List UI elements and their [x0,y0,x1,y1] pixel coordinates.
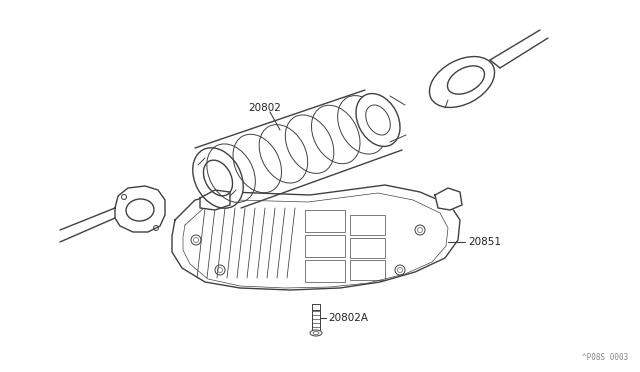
Polygon shape [200,190,230,210]
Polygon shape [172,185,460,290]
Text: 20802: 20802 [248,103,281,113]
Polygon shape [435,188,462,210]
Bar [305,235,345,257]
Ellipse shape [429,57,495,108]
Bar [350,238,385,258]
Bar [305,260,345,282]
Ellipse shape [193,148,243,208]
Bar [305,210,345,232]
Text: ^P08S 0003: ^P08S 0003 [582,353,628,362]
Bar [350,215,385,235]
Text: 20851: 20851 [468,237,501,247]
Ellipse shape [356,93,400,147]
Bar [350,260,385,280]
Text: 20802A: 20802A [328,313,368,323]
Polygon shape [115,186,165,232]
